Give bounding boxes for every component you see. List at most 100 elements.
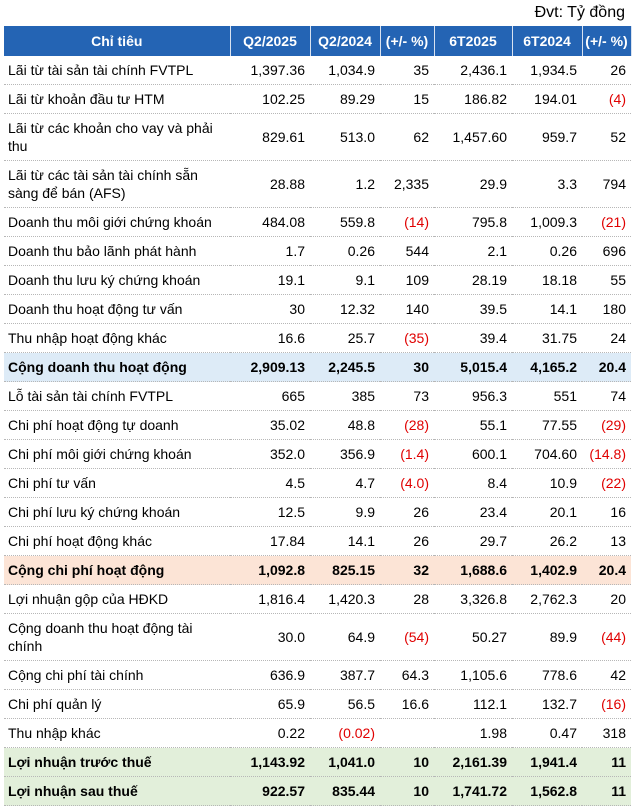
6t2025-cell: 28.19: [434, 265, 512, 295]
6t2025-cell: 55.1: [434, 410, 512, 440]
6t2025-cell: 186.82: [434, 84, 512, 114]
table-row: Chi phí môi giới chứng khoán 352.0 356.9 (1…: [4, 439, 631, 469]
change-quarter-cell: 544: [380, 236, 434, 266]
indicator-cell: Lãi từ tài sản tài chính FVTPL: [4, 56, 230, 85]
change-half-cell: 26: [582, 56, 631, 85]
6t2025-cell: 5,015.4: [434, 352, 512, 382]
change-half-cell: 13: [582, 526, 631, 556]
change-quarter-cell: 32: [380, 555, 434, 585]
change-quarter-cell: 10: [380, 776, 434, 806]
6t2024-cell: 1,941.4: [512, 747, 582, 777]
table-row: Cộng doanh thu hoạt động tài chính 30.0 64…: [4, 613, 631, 661]
q2-2025-cell: 352.0: [230, 439, 310, 469]
change-half-cell: 24: [582, 323, 631, 353]
table-row: Chi phí quản lý 65.9 56.5 16.6 112.1 132.7 (16…: [4, 689, 631, 719]
6t2025-cell: 795.8: [434, 207, 512, 237]
change-quarter-cell: (4.0): [380, 468, 434, 498]
table-row: Lãi từ khoản đầu tư HTM 102.25 89.29 15 186.…: [4, 84, 631, 114]
change-quarter-cell: 26: [380, 526, 434, 556]
6t2024-cell: 959.7: [512, 113, 582, 161]
indicator-cell: Lợi nhuận gộp của HĐKD: [4, 584, 230, 614]
6t2024-cell: 1,402.9: [512, 555, 582, 585]
table-row: Doanh thu hoạt động tư vấn 30 12.32 140 39.5…: [4, 294, 631, 324]
6t2025-cell: 1,105.6: [434, 660, 512, 690]
indicator-cell: Cộng chi phí tài chính: [4, 660, 230, 690]
6t2024-cell: 77.55: [512, 410, 582, 440]
unit-label: Đvt: Tỷ đồng: [534, 4, 625, 21]
6t2025-cell: 39.4: [434, 323, 512, 353]
table-row: Thu nhập khác 0.22 (0.02) 1.98 0.47 318: [4, 718, 631, 748]
indicator-cell: Doanh thu lưu ký chứng khoán: [4, 265, 230, 295]
indicator-cell: Chi phí quản lý: [4, 689, 230, 719]
6t2024-cell: 18.18: [512, 265, 582, 295]
indicator-cell: Lợi nhuận trước thuế: [4, 747, 230, 777]
financial-table: Chỉ tiêu Q2/2025 Q2/2024 (+/- %) 6T2025 …: [4, 26, 632, 806]
change-quarter-cell: [380, 718, 434, 748]
change-half-cell: (29): [582, 410, 631, 440]
6t2024-cell: 2,762.3: [512, 584, 582, 614]
change-quarter-cell: 73: [380, 381, 434, 411]
q2-2025-cell: 1,143.92: [230, 747, 310, 777]
table-row: Cộng chi phí tài chính 636.9 387.7 64.3 1,10…: [4, 660, 631, 690]
q2-2025-cell: 12.5: [230, 497, 310, 527]
indicator-cell: Lỗ tài sản tài chính FVTPL: [4, 381, 230, 411]
6t2024-cell: 1,009.3: [512, 207, 582, 237]
change-half-cell: (16): [582, 689, 631, 719]
q2-2025-cell: 65.9: [230, 689, 310, 719]
q2-2025-cell: 17.84: [230, 526, 310, 556]
6t2024-cell: 132.7: [512, 689, 582, 719]
indicator-cell: Thu nhập hoạt động khác: [4, 323, 230, 353]
change-quarter-cell: (1.4): [380, 439, 434, 469]
6t2025-cell: 2,161.39: [434, 747, 512, 777]
change-half-cell: 11: [582, 776, 631, 806]
6t2025-cell: 39.5: [434, 294, 512, 324]
table-row: Doanh thu bảo lãnh phát hành 1.7 0.26 544 2.…: [4, 236, 631, 266]
q2-2024-cell: 89.29: [310, 84, 380, 114]
change-quarter-cell: 2,335: [380, 160, 434, 208]
q2-2024-cell: 1,034.9: [310, 56, 380, 85]
table-row: Lãi từ các khoản cho vay và phải thu 829.…: [4, 113, 631, 161]
q2-2024-cell: 1,041.0: [310, 747, 380, 777]
table-row: Lợi nhuận gộp của HĐKD 1,816.4 1,420.3 28 3,…: [4, 584, 631, 614]
q2-2025-cell: 0.22: [230, 718, 310, 748]
6t2025-cell: 1,457.60: [434, 113, 512, 161]
q2-2025-cell: 829.61: [230, 113, 310, 161]
6t2024-cell: 3.3: [512, 160, 582, 208]
change-quarter-cell: (35): [380, 323, 434, 353]
indicator-cell: Doanh thu hoạt động tư vấn: [4, 294, 230, 324]
change-half-cell: (22): [582, 468, 631, 498]
indicator-cell: Doanh thu môi giới chứng khoán: [4, 207, 230, 237]
q2-2025-cell: 636.9: [230, 660, 310, 690]
change-half-cell: 20.4: [582, 352, 631, 382]
q2-2025-cell: 665: [230, 381, 310, 411]
change-half-cell: 42: [582, 660, 631, 690]
change-quarter-cell: 16.6: [380, 689, 434, 719]
q2-2024-cell: 4.7: [310, 468, 380, 498]
change-quarter-cell: 109: [380, 265, 434, 295]
table-row: Cộng doanh thu hoạt động 2,909.13 2,245.5 3…: [4, 352, 631, 382]
change-quarter-cell: 10: [380, 747, 434, 777]
change-half-cell: 20.4: [582, 555, 631, 585]
6t2024-cell: 14.1: [512, 294, 582, 324]
q2-2024-cell: 48.8: [310, 410, 380, 440]
6t2024-cell: 0.47: [512, 718, 582, 748]
indicator-cell: Lãi từ các tài sản tài chính sẵn sàng để…: [4, 160, 230, 208]
header-row: Chỉ tiêu Q2/2025 Q2/2024 (+/- %) 6T2025 …: [4, 26, 632, 56]
6t2024-cell: 778.6: [512, 660, 582, 690]
table-row: Chi phí tư vấn 4.5 4.7 (4.0) 8.4 10.9 (22): [4, 468, 631, 498]
table-row: Lãi từ tài sản tài chính FVTPL 1,397.36 1,…: [4, 56, 631, 85]
q2-2024-cell: 559.8: [310, 207, 380, 237]
change-half-cell: (21): [582, 207, 631, 237]
q2-2025-cell: 2,909.13: [230, 352, 310, 382]
table-row: Lợi nhuận trước thuế 1,143.92 1,041.0 10 2,1…: [4, 747, 631, 777]
q2-2025-cell: 1,092.8: [230, 555, 310, 585]
change-half-cell: 55: [582, 265, 631, 295]
q2-2025-cell: 102.25: [230, 84, 310, 114]
6t2024-cell: 4,165.2: [512, 352, 582, 382]
change-quarter-cell: 26: [380, 497, 434, 527]
q2-2024-cell: 25.7: [310, 323, 380, 353]
q2-2025-cell: 484.08: [230, 207, 310, 237]
change-half-cell: 318: [582, 718, 631, 748]
change-quarter-cell: (28): [380, 410, 434, 440]
q2-2025-cell: 30.0: [230, 613, 310, 661]
